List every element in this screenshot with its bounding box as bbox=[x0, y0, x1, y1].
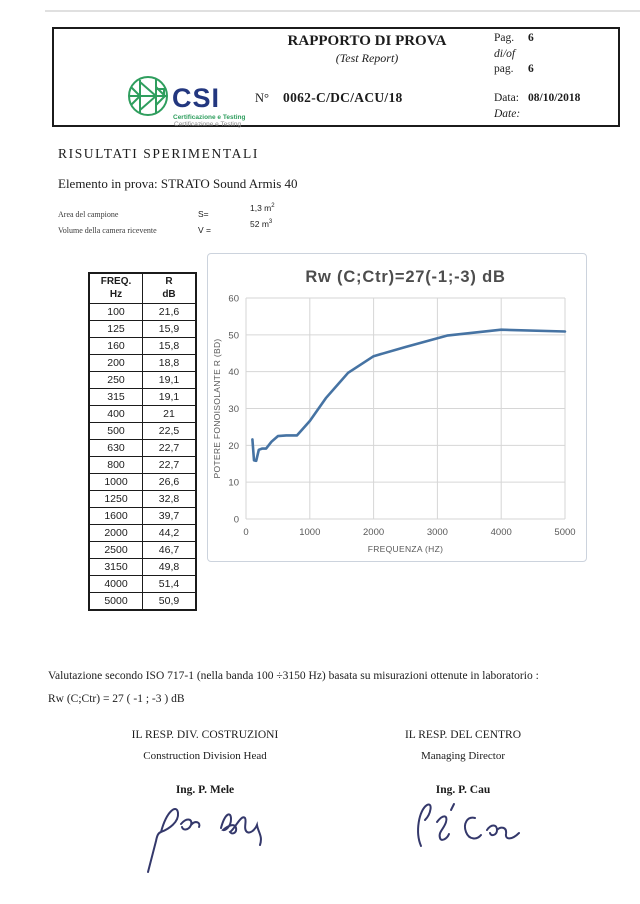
volume-label: Volume della camera ricevente bbox=[58, 226, 157, 235]
rw-chart: 0 10 20 30 40 50 60 0 1000 2000 3000 4000 5000 Rw (C;… bbox=[207, 253, 587, 562]
table-row: 250 19,1 bbox=[88, 371, 197, 389]
svg-text:20: 20 bbox=[228, 441, 239, 452]
csi-logo-mark-icon bbox=[128, 76, 168, 116]
table-row: 160 15,8 bbox=[88, 337, 197, 355]
table-row: 100 21,6 bbox=[88, 303, 197, 321]
report-number-line: N° 0062-C/DC/ACU/18 bbox=[255, 90, 403, 106]
svg-text:4000: 4000 bbox=[491, 527, 512, 538]
table-row: 800 22,7 bbox=[88, 456, 197, 474]
table-row: 4000 51,4 bbox=[88, 575, 197, 593]
svg-text:0: 0 bbox=[243, 527, 248, 538]
role-it-left: IL RESP. DIV. COSTRUZIONI bbox=[131, 729, 279, 741]
svg-text:FREQUENZA (HZ): FREQUENZA (HZ) bbox=[368, 544, 444, 554]
report-subtitle: (Test Report) bbox=[335, 51, 399, 65]
diof-line: di/of bbox=[494, 47, 516, 60]
element-under-test: Elemento in prova: STRATO Sound Armis 40 bbox=[58, 176, 298, 191]
date-line: Date: bbox=[494, 107, 521, 120]
pag-line: Pag. 6 bbox=[494, 32, 534, 44]
signature-block-left: IL RESP. DIV. COSTRUZIONI Construction D… bbox=[90, 729, 320, 877]
table-row: 500 22,5 bbox=[88, 422, 197, 440]
table-row: 1000 26,6 bbox=[88, 473, 197, 491]
rating-line: Rw (C;Ctr) = 27 ( -1 ; -3 ) dB bbox=[48, 693, 185, 705]
svg-text:2000: 2000 bbox=[363, 527, 384, 538]
signature-cau-icon bbox=[417, 803, 520, 847]
table-row: 1600 39,7 bbox=[88, 507, 197, 525]
volume-value: 52 m3 bbox=[250, 219, 273, 229]
table-row: 315 19,1 bbox=[88, 388, 197, 406]
section-heading: RISULTATI SPERIMENTALI bbox=[58, 146, 259, 161]
pag2-value: 6 bbox=[528, 63, 534, 76]
signature-mele-icon bbox=[147, 808, 262, 873]
table-row: 125 15,9 bbox=[88, 320, 197, 338]
role-en-right: Managing Director bbox=[421, 750, 505, 762]
data-line: Data: 08/10/2018 bbox=[494, 91, 581, 104]
csi-logo: CSI Certificazione e Testing Certificazi… bbox=[126, 73, 256, 139]
report-number: 0062-C/DC/ACU/18 bbox=[283, 90, 403, 105]
pag-value: 6 bbox=[528, 32, 534, 44]
svg-text:5000: 5000 bbox=[554, 527, 575, 538]
svg-text:POTERE FONOISOLANTE R (BD): POTERE FONOISOLANTE R (BD) bbox=[212, 338, 222, 478]
pag2-line: pag. 6 bbox=[494, 63, 534, 76]
volume-symbol: V = bbox=[198, 225, 211, 235]
table-row: 2000 44,2 bbox=[88, 524, 197, 542]
area-value: 1,3 m2 bbox=[250, 203, 275, 213]
signer-name-left: Ing. P. Mele bbox=[175, 784, 235, 796]
svg-text:3000: 3000 bbox=[427, 527, 448, 538]
report-header-box: CSI Certificazione e Testing Certificazi… bbox=[52, 27, 620, 128]
freq-column-header: FREQ. Hz bbox=[88, 272, 143, 304]
svg-text:60: 60 bbox=[228, 294, 239, 305]
table-row: 2500 46,7 bbox=[88, 541, 197, 559]
role-it-right: IL RESP. DEL CENTRO bbox=[404, 729, 522, 741]
table-row: 200 18,8 bbox=[88, 354, 197, 372]
table-row: 630 22,7 bbox=[88, 439, 197, 457]
table-row: 400 21 bbox=[88, 405, 197, 423]
role-en-left: Construction Division Head bbox=[143, 750, 267, 762]
report-number-label: N° bbox=[255, 91, 270, 105]
scan-edge-line bbox=[45, 10, 640, 12]
rw-chart-svg: 0 10 20 30 40 50 60 0 1000 2000 3000 4000 5000 Rw (C;… bbox=[212, 268, 576, 554]
report-title: RAPPORTO DI PROVA bbox=[287, 33, 447, 49]
area-label: Area del campione bbox=[58, 210, 119, 219]
header-page-date-block: Pag. 6 di/of pag. 6 Data: 08/10/2018 Date: bbox=[494, 31, 614, 122]
table-row: 3150 49,8 bbox=[88, 558, 197, 576]
signature-block-right: IL RESP. DEL CENTRO Managing Director In… bbox=[348, 729, 578, 855]
svg-text:30: 30 bbox=[228, 404, 239, 415]
csi-brand-text: CSI bbox=[172, 83, 221, 113]
signer-name-right: Ing. P. Cau bbox=[435, 784, 491, 796]
svg-text:50: 50 bbox=[228, 330, 239, 341]
svg-text:0: 0 bbox=[234, 515, 239, 526]
area-symbol: S= bbox=[198, 209, 209, 219]
csi-tagline-gray: Certificazione e Testing bbox=[174, 121, 242, 128]
csi-tagline-green: Certificazione e Testing bbox=[173, 114, 246, 121]
data-value: 08/10/2018 bbox=[528, 91, 581, 104]
evaluation-note: Valutazione secondo ISO 717-1 (nella ban… bbox=[48, 670, 539, 682]
svg-text:Rw (C;Ctr)=27(-1;-3) dB: Rw (C;Ctr)=27(-1;-3) dB bbox=[305, 268, 505, 286]
svg-text:40: 40 bbox=[228, 367, 239, 378]
svg-text:1000: 1000 bbox=[299, 527, 320, 538]
freq-table-body: 100 21,6 125 15,9 160 15,8 200 18,8 250 19,1 315 19… bbox=[88, 303, 197, 611]
svg-text:10: 10 bbox=[228, 478, 239, 489]
table-row: 1250 32,8 bbox=[88, 490, 197, 508]
table-row: 5000 50,9 bbox=[88, 592, 197, 611]
